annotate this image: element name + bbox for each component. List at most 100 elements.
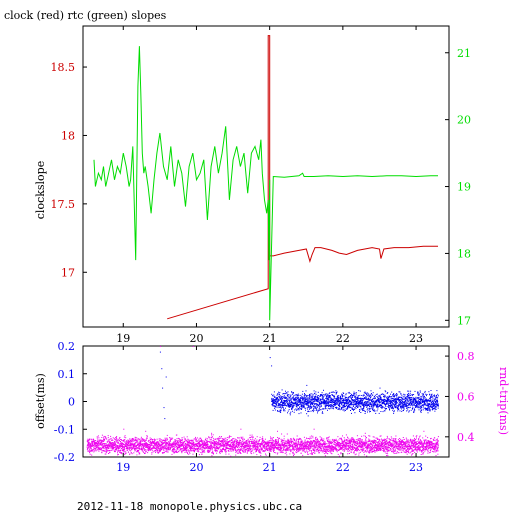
offset-point (304, 396, 306, 398)
round-trip-point (269, 449, 271, 450)
round-trip-point (124, 453, 126, 455)
offset-point (431, 401, 433, 403)
round-trip-point (241, 448, 243, 450)
round-trip-point (87, 450, 89, 452)
round-trip-point (126, 445, 128, 447)
round-trip-point (209, 448, 211, 450)
round-trip-point (236, 444, 238, 446)
offset-point (337, 408, 339, 410)
top-chart-y-axis-label: clockslope (34, 161, 47, 219)
round-trip-point (239, 440, 241, 442)
round-trip-point (127, 445, 129, 447)
offset-point (434, 403, 436, 405)
offset-point (339, 406, 341, 407)
offset-point (392, 400, 394, 402)
offset-point (291, 403, 292, 405)
round-trip-point (178, 446, 180, 448)
offset-point (315, 393, 317, 395)
offset-point (373, 400, 375, 402)
round-trip-point (93, 445, 94, 447)
offset-point (324, 401, 326, 403)
offset-point (403, 408, 405, 410)
offset-point (383, 400, 385, 402)
round-trip-point (228, 445, 230, 446)
round-trip-point (172, 442, 174, 444)
offset-point (277, 407, 279, 409)
round-trip-point (241, 438, 243, 440)
round-trip-point (123, 440, 125, 442)
offset-point (434, 397, 436, 399)
offset-point (297, 398, 299, 400)
offset-point (308, 398, 310, 399)
offset-point (337, 396, 339, 398)
round-trip-point (161, 448, 163, 449)
round-trip-point (182, 441, 184, 443)
offset-point (422, 404, 424, 406)
offset-point (418, 397, 419, 399)
offset-point (280, 406, 282, 408)
offset-point (274, 409, 276, 411)
offset-point (279, 397, 281, 399)
round-trip-point (233, 449, 234, 451)
offset-point (412, 402, 414, 404)
round-trip-point (158, 443, 160, 445)
offset-point (361, 402, 363, 404)
round-trip-point (231, 448, 233, 450)
offset-point (424, 391, 426, 393)
round-trip-point (264, 450, 266, 452)
offset-point (433, 401, 435, 403)
round-trip-point (160, 450, 162, 451)
offset-point (332, 400, 334, 402)
offset-point (379, 397, 381, 399)
offset-point (359, 398, 361, 399)
round-trip-point (270, 446, 272, 447)
offset-point (283, 405, 285, 407)
offset-point (364, 402, 366, 404)
offset-point (428, 403, 429, 405)
round-trip-point (157, 445, 159, 447)
offset-point (387, 402, 389, 404)
offset-point (312, 411, 314, 413)
top-y-right-tick-label: 19 (457, 181, 471, 194)
round-trip-point (251, 448, 252, 450)
offset-point (416, 405, 418, 407)
round-trip-point (185, 443, 187, 445)
round-trip-point (183, 442, 185, 444)
offset-point (340, 398, 341, 400)
round-trip-point (114, 451, 116, 453)
round-trip-point (236, 446, 238, 447)
round-trip-point (252, 445, 254, 447)
offset-point (280, 401, 281, 403)
offset-point (370, 410, 371, 412)
round-trip-point (269, 442, 271, 443)
offset-point (325, 408, 327, 410)
offset-point (411, 401, 412, 403)
round-trip-point (183, 449, 185, 451)
round-trip-point (93, 439, 95, 441)
offset-point (383, 394, 385, 396)
round-trip-point (200, 446, 202, 448)
offset-point (384, 401, 385, 403)
round-trip-point (119, 437, 121, 438)
round-trip-point (269, 444, 271, 446)
offset-point (360, 401, 362, 403)
round-trip-point (176, 442, 177, 444)
round-trip-point (165, 444, 167, 446)
offset-point (421, 409, 422, 411)
offset-point (278, 395, 280, 397)
round-trip-point (104, 445, 106, 447)
round-trip-point (128, 448, 130, 450)
round-trip-point (253, 447, 255, 449)
round-trip-point (96, 442, 98, 444)
round-trip-point (263, 444, 265, 446)
offset-point (372, 394, 374, 396)
offset-point (377, 401, 379, 403)
offset-point (305, 395, 307, 396)
offset-point (349, 406, 351, 408)
offset-point (363, 402, 365, 403)
round-trip-point (261, 447, 263, 449)
offset-point (295, 398, 297, 400)
round-trip-point (237, 444, 239, 446)
round-trip-point (162, 452, 164, 454)
round-trip-point (116, 440, 118, 442)
